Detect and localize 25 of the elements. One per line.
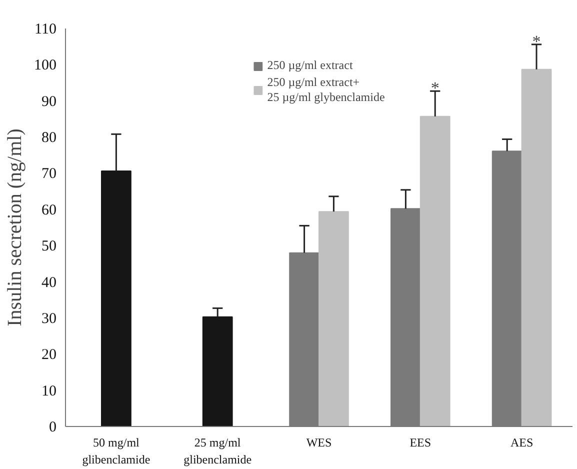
y-tick-label: 60 (42, 202, 56, 218)
x-tick-label: 25 mg/ml glibenclamide (184, 436, 252, 466)
legend-label: 250 µg/ml extract (267, 58, 353, 73)
y-tick-label: 70 (42, 166, 56, 182)
legend-label: 250 µg/ml extract+ 25 µg/ml glybenclamide (267, 75, 385, 105)
x-tick-label: EES (410, 436, 432, 450)
y-tick-label: 80 (42, 130, 56, 146)
y-tick-label: 30 (42, 310, 56, 327)
y-tick-label: 90 (42, 94, 56, 110)
annotation: * (532, 32, 541, 51)
y-tick-label: 40 (42, 274, 56, 291)
x-tick-label: 50 mg/ml glibenclamide (82, 436, 150, 466)
x-tick-label: WES (306, 436, 332, 450)
bar (521, 68, 552, 426)
y-tick-label: 50 (42, 238, 56, 255)
y-tick-label: 20 (42, 347, 56, 364)
y-axis-title: Insulin secretion (ng/ml) (4, 128, 26, 326)
y-tick-label: 110 (34, 22, 57, 38)
y-tick-label: 10 (42, 383, 56, 400)
bar (420, 116, 450, 426)
y-tick-label: 0 (49, 420, 56, 436)
y-tick-label: 100 (34, 58, 56, 74)
bar (318, 211, 349, 426)
x-tick-label: AES (510, 436, 534, 450)
annotation: * (430, 78, 440, 98)
